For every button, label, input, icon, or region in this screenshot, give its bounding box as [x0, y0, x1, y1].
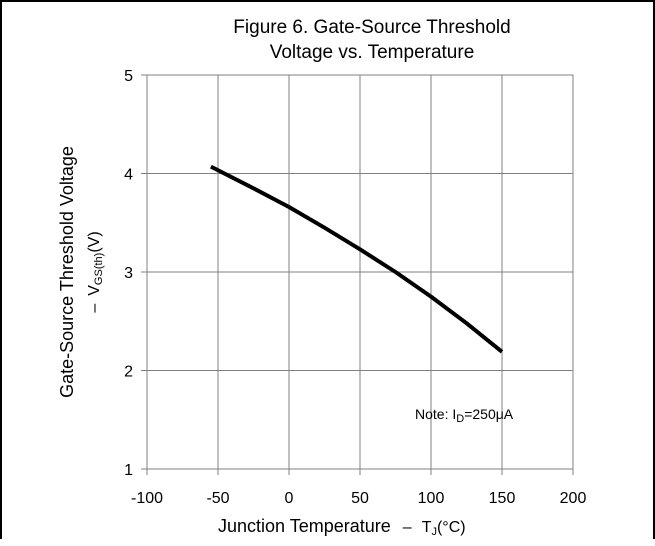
- chart-title-line-1: Figure 6. Gate-Source Threshold: [233, 17, 510, 38]
- series-line-0: [209, 164, 504, 354]
- x-tick-label-2: 0: [285, 490, 294, 507]
- y-axis-title: Gate-Source Threshold Voltage: [57, 146, 77, 398]
- note-label: Note: ID=250μA: [415, 406, 514, 425]
- y-tick-label-1: 2: [124, 364, 133, 381]
- x-tick-label-1: -50: [206, 490, 229, 507]
- x-tick-label-3: 50: [351, 490, 369, 507]
- x-tick-label-6: 200: [560, 490, 587, 507]
- data-series: [209, 164, 504, 354]
- x-tick-label-4: 100: [418, 490, 445, 507]
- y-tick-labels: 1 2 3 4 5: [124, 68, 147, 479]
- y-tick-label-3: 4: [124, 167, 133, 184]
- x-tick-label-5: 150: [489, 490, 516, 507]
- x-axis-title: Junction Temperature – TJ(°C): [218, 516, 466, 538]
- x-tick-label-0: -100: [131, 490, 163, 507]
- y-tick-label-2: 3: [124, 265, 133, 282]
- y-axis-unit: –VGS(th)(V): [86, 231, 105, 312]
- chart-title-line-2: Voltage vs. Temperature: [270, 42, 475, 63]
- y-tick-label-4: 5: [124, 68, 133, 85]
- y-tick-label-0: 1: [124, 462, 133, 479]
- x-tick-labels: -100 -50 0 50 100 150 200: [131, 469, 586, 507]
